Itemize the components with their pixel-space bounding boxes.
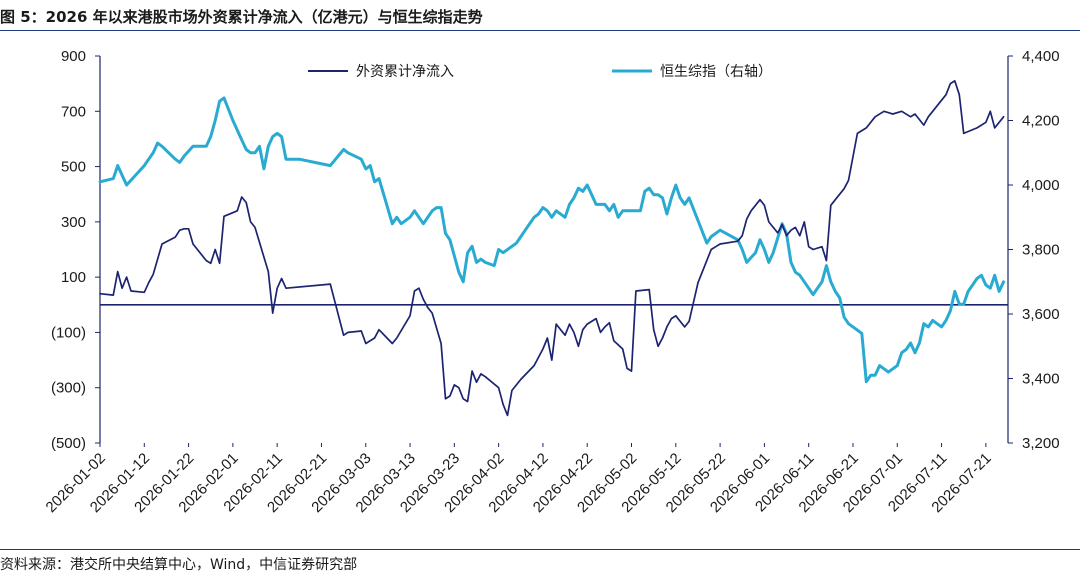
foreign-inflow-line xyxy=(99,80,1005,417)
left-tick-label: 500 xyxy=(61,159,86,176)
right-tick-label: 3,600 xyxy=(1022,306,1060,323)
left-tick-label: (100) xyxy=(51,324,86,341)
right-tick-label: 4,400 xyxy=(1022,48,1060,65)
right-tick-label: 4,000 xyxy=(1022,177,1060,194)
right-tick-label: 4,200 xyxy=(1022,113,1060,130)
chart-axes: 900 700 500 300 100 (100) (300) (500) 4,400 4,200… xyxy=(43,48,1060,516)
left-tick-label: 300 xyxy=(61,214,86,231)
title-divider xyxy=(0,30,1080,31)
right-tick-label: 3,200 xyxy=(1022,435,1060,452)
series-layer xyxy=(98,80,1006,417)
dual-axis-line-chart: 900 700 500 300 100 (100) (300) (500) 4,400 4,200… xyxy=(43,48,1060,516)
legend-label-hsci: 恒生综指（右轴） xyxy=(660,64,772,80)
chart-legend: 外资累计净流入 恒生综指（右轴） xyxy=(308,64,772,80)
figure-title: 图 5：2026 年以来港股市场外资累计净流入（亿港元）与恒生综指走势 xyxy=(0,8,483,26)
left-tick-label: (500) xyxy=(51,435,86,452)
hsci-line xyxy=(98,96,1006,384)
left-tick-label: 900 xyxy=(61,48,86,65)
source-divider xyxy=(0,549,1080,550)
right-tick-label: 3,400 xyxy=(1022,371,1060,388)
legend-label-foreign: 外资累计净流入 xyxy=(356,64,454,80)
right-tick-label: 3,800 xyxy=(1022,242,1060,259)
left-tick-label: (300) xyxy=(51,380,86,397)
source-note: 资料来源：港交所中央结算中心，Wind，中信证券研究部 xyxy=(0,557,358,573)
left-tick-label: 100 xyxy=(61,269,86,286)
left-tick-label: 700 xyxy=(61,103,86,120)
